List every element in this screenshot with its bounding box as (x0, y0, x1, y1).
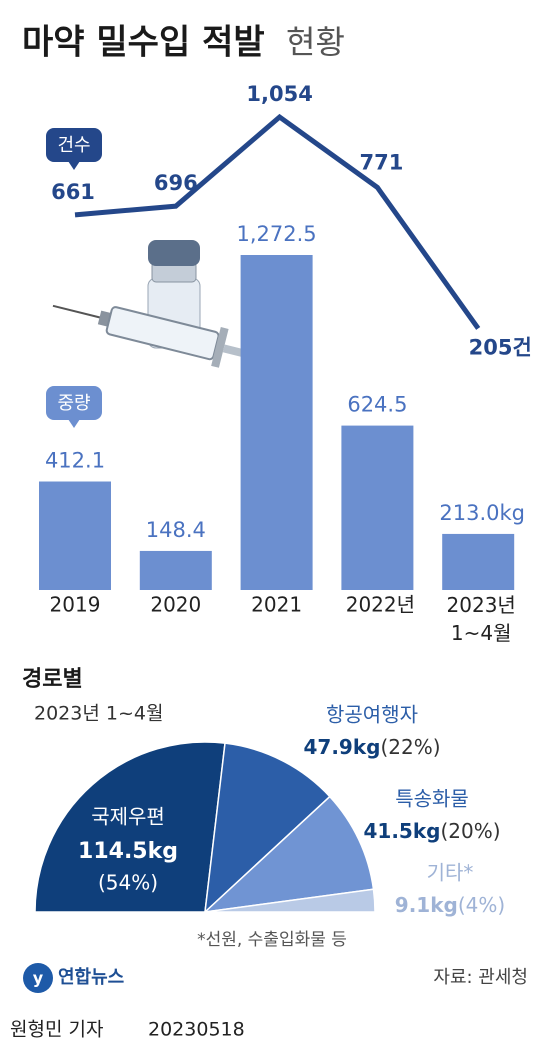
bar-value-label: 624.5 (347, 393, 407, 417)
legend-tag-pointer (68, 161, 80, 170)
pie-value-row: 41.5kg(20%) (363, 819, 500, 843)
pie-value-label: 41.5kg (363, 819, 440, 843)
legend-label: 중량 (57, 393, 90, 414)
pie-slice (204, 888, 376, 913)
bar (240, 255, 313, 590)
bar-value-label: 213.0kg (439, 501, 525, 525)
pie-label: 항공여행자 (326, 703, 418, 727)
legend-label: 건수 (57, 135, 90, 156)
bar (139, 550, 212, 590)
pie-percent-label: (22%) (380, 735, 440, 759)
x-tick-label-line: 2023년 (447, 593, 516, 617)
logo: y (23, 963, 53, 993)
bar-value-label: 148.4 (146, 518, 206, 542)
line-value-label: 771 (359, 150, 403, 174)
pie-slice (202, 795, 375, 914)
pie-value-label: 47.9kg (303, 735, 380, 759)
pie-value-row: 47.9kg(22%) (303, 735, 440, 759)
pie-slice (204, 742, 331, 914)
x-tick-label: 2019 (50, 593, 101, 617)
reporter: 원형민 기자 (10, 1019, 103, 1041)
svg-text:y: y (33, 969, 44, 988)
x-tick-label: 2023년 1~4월 (447, 593, 516, 645)
date: 20230518 (148, 1019, 245, 1041)
syringe-illustration (52, 240, 262, 372)
pie-label: 기타* (427, 861, 474, 885)
x-tick-label-line: 1~4월 (451, 621, 512, 645)
bar (341, 425, 414, 590)
x-tick-label: 2021 (251, 593, 302, 617)
bar (39, 481, 111, 590)
pie-percent-label: (54%) (98, 871, 158, 895)
source: 자료: 관세청 (433, 967, 528, 988)
legend-tag-pointer (68, 419, 80, 428)
pie-label: 국제우편 (91, 805, 165, 829)
pie-subtitle: 2023년 1~4월 (34, 703, 163, 725)
legend-tag (46, 128, 102, 162)
legend-tag (46, 386, 102, 420)
pie-note: *선원, 수출입화물 등 (197, 930, 347, 950)
brand: 연합뉴스 (58, 966, 124, 988)
pie-title: 경로별 (22, 667, 83, 692)
pie-value-label: 114.5kg (78, 839, 178, 864)
pie-value-row: 9.1kg(4%) (395, 893, 505, 917)
line-value-label: 661 (51, 180, 95, 204)
title-suffix: 현황 (286, 23, 345, 61)
pie-slice (34, 741, 226, 913)
pie-label: 특송화물 (395, 787, 469, 811)
x-tick-label: 2020 (150, 593, 201, 617)
line (74, 113, 481, 330)
title: 마약 밀수입 적발 (22, 23, 265, 63)
bar-value-label: 1,272.5 (237, 222, 317, 246)
line-value-label: 205건 (469, 335, 532, 359)
line-value-label: 1,054 (246, 82, 312, 106)
bar-value-label: 412.1 (45, 449, 105, 473)
bar (442, 533, 515, 590)
pie-percent-label: (4%) (458, 893, 505, 917)
x-tick-label: 2022년 (346, 593, 415, 617)
line-value-label: 696 (154, 171, 198, 195)
pie-value-label: 9.1kg (395, 893, 458, 917)
pie-percent-label: (20%) (440, 819, 500, 843)
